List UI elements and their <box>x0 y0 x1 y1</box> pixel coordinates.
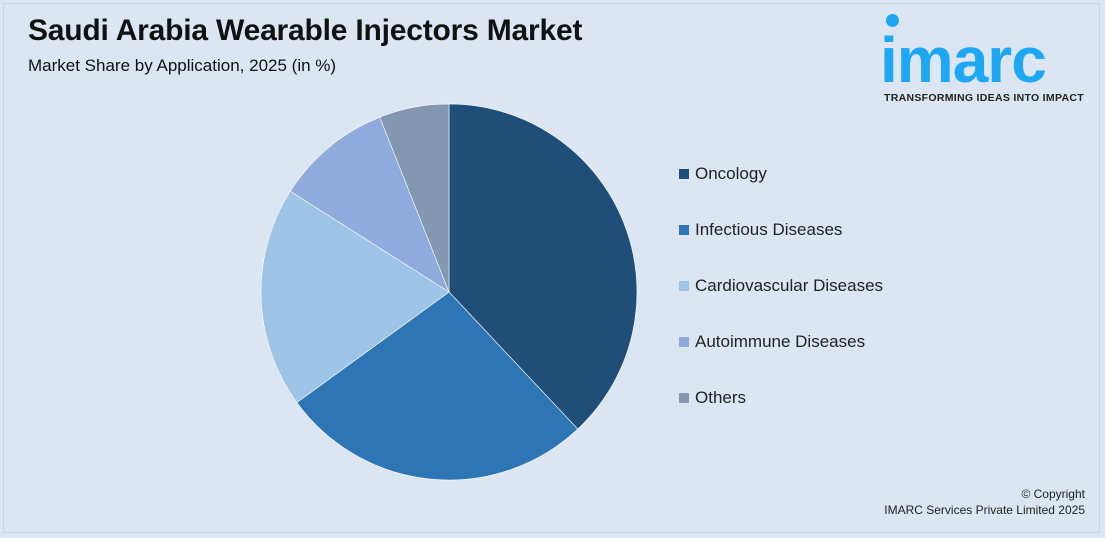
logo-wordmark: imarc <box>880 24 1047 96</box>
chart-title: Saudi Arabia Wearable Injectors Market <box>28 14 583 47</box>
legend-label: Infectious Diseases <box>695 220 843 239</box>
pie-slice-autoimmune-diseases <box>289 116 450 293</box>
legend-swatch <box>679 169 689 179</box>
chart-subtitle: Market Share by Application, 2025 (in %) <box>28 56 337 75</box>
legend-item: Others <box>679 388 746 408</box>
legend-swatch <box>679 225 689 235</box>
legend-item: Infectious Diseases <box>679 220 842 240</box>
logo-dot <box>886 14 899 27</box>
pie-slice-cardiovascular-diseases <box>260 190 450 403</box>
legend-label: Others <box>695 388 747 407</box>
legend-item: Autoimmune Diseases <box>679 332 865 352</box>
legend-label: Oncology <box>695 164 767 183</box>
legend-item: Oncology <box>679 164 767 184</box>
legend-swatch <box>679 393 689 403</box>
legend-swatch <box>679 337 689 347</box>
copyright: © Copyright IMARC Services Private Limit… <box>884 486 1085 518</box>
pie-slice-infectious-diseases <box>296 291 579 481</box>
legend-label: Autoimmune Diseases <box>695 332 866 351</box>
pie-slice-others <box>379 103 450 293</box>
copyright-line: © Copyright <box>1021 487 1085 501</box>
imarc-logo: imarc TRANSFORMING IDEAS INTO IMPACT <box>880 12 1095 107</box>
pie-slice-oncology <box>448 103 638 430</box>
logo-tagline: TRANSFORMING IDEAS INTO IMPACT <box>884 92 1084 104</box>
copyright-owner: IMARC Services Private Limited 2025 <box>884 503 1085 517</box>
legend-item: Cardiovascular Diseases <box>679 276 883 296</box>
legend-label: Cardiovascular Diseases <box>695 276 884 295</box>
legend-swatch <box>679 281 689 291</box>
chart-frame <box>3 3 1100 533</box>
